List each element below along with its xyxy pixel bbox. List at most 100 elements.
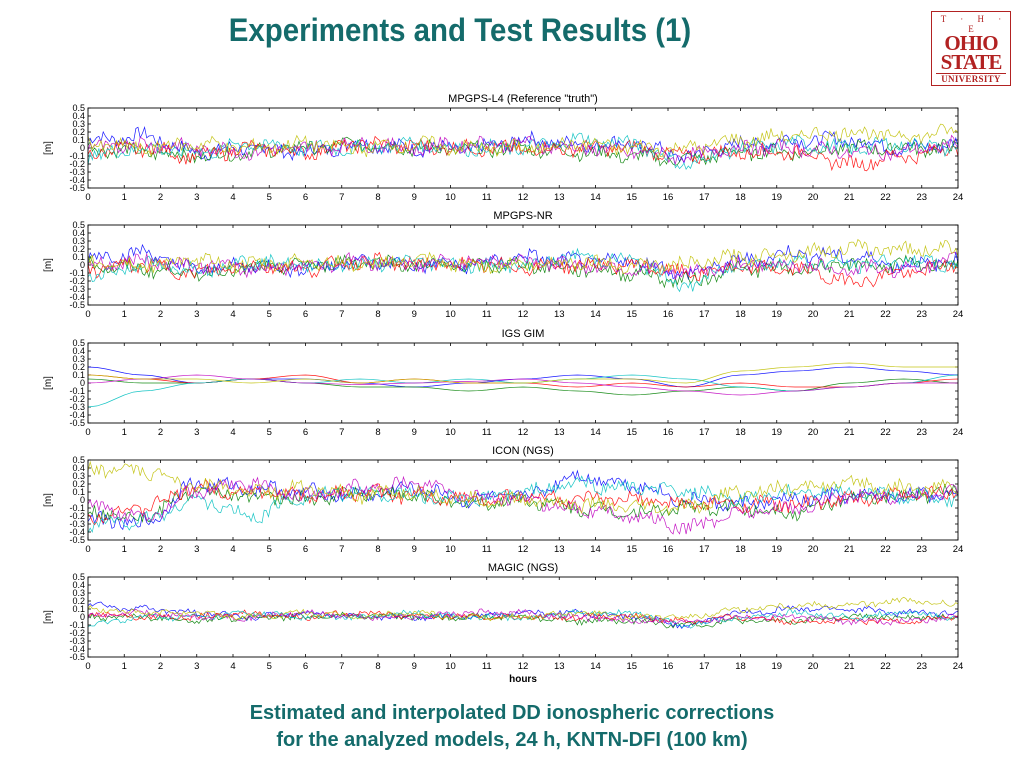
x-tick-label: 12 — [518, 192, 529, 203]
y-tick-label: 0.2 — [72, 596, 85, 606]
x-tick-label: 12 — [518, 661, 529, 672]
x-tick-label: 24 — [953, 427, 964, 438]
x-tick-label: 11 — [482, 661, 492, 672]
x-tick-label: 10 — [445, 661, 456, 672]
y-tick-label: 0 — [80, 143, 85, 153]
x-tick-label: 23 — [916, 544, 927, 555]
chart-title: MPGPS-L4 (Reference "truth") — [448, 93, 598, 105]
x-tick-label: 11 — [482, 309, 492, 320]
x-tick-label: 1 — [122, 427, 127, 438]
y-tick-label: -0.3 — [69, 167, 85, 177]
x-tick-label: 21 — [844, 309, 855, 320]
x-tick-label: 6 — [303, 192, 308, 203]
x-tick-label: 14 — [590, 661, 601, 672]
y-tick-label: -0.4 — [69, 292, 85, 302]
x-tick-label: 5 — [267, 661, 272, 672]
x-tick-label: 0 — [85, 192, 90, 203]
x-tick-label: 7 — [339, 309, 344, 320]
x-tick-label: 17 — [699, 661, 710, 672]
y-tick-label: 0.4 — [72, 111, 85, 121]
series-line-1 — [87, 483, 959, 523]
logo-university: UNIVERSITY — [936, 73, 1006, 84]
x-tick-label: 7 — [339, 544, 344, 555]
x-tick-label: 1 — [122, 192, 127, 203]
y-tick-label: -0.4 — [69, 527, 85, 537]
x-tick-label: 21 — [844, 544, 855, 555]
y-tick-label: -0.1 — [69, 151, 85, 161]
x-tick-label: 0 — [85, 544, 90, 555]
x-tick-label: 6 — [303, 544, 308, 555]
series-line-5 — [87, 362, 958, 384]
plot-frame — [87, 224, 959, 306]
ohio-state-logo: T · H · E OHIO STATE UNIVERSITY — [931, 11, 1011, 86]
x-tick-label: 8 — [375, 309, 380, 320]
x-tick-label: 1 — [122, 661, 127, 672]
chart-title: IGS GIM — [502, 328, 545, 340]
x-tick-label: 10 — [445, 544, 456, 555]
x-tick-label: 22 — [880, 309, 891, 320]
charts-figure: MPGPS-L4 (Reference "truth")[m]0.50.40.3… — [43, 93, 963, 685]
logo-ohio: OHIO — [944, 31, 998, 55]
y-tick-label: 0 — [80, 495, 85, 505]
series-line-5 — [87, 460, 959, 516]
chart-panel-2: IGS GIM[m]0.50.40.30.20.10-0.1-0.2-0.3-0… — [43, 328, 963, 438]
y-tick-label: 0.5 — [72, 338, 85, 348]
y-tick-label: -0.5 — [69, 183, 85, 193]
y-tick-label: -0.1 — [69, 268, 85, 278]
x-axis-label: hours — [509, 674, 537, 685]
y-tick-label: 0 — [80, 612, 85, 622]
logo-state: STATE — [940, 50, 1003, 74]
y-tick-label: -0.3 — [69, 519, 85, 529]
x-tick-label: 19 — [771, 544, 782, 555]
x-tick-label: 15 — [626, 192, 637, 203]
series-line-2 — [87, 251, 959, 288]
x-tick-label: 21 — [844, 661, 855, 672]
x-tick-label: 19 — [771, 427, 782, 438]
plot-frame — [87, 342, 959, 424]
y-tick-label: 0 — [80, 378, 85, 388]
y-axis-label: [m] — [43, 610, 54, 624]
series-line-0 — [87, 243, 959, 281]
x-tick-label: 19 — [771, 661, 782, 672]
slide-title: Experiments and Test Results (1) — [228, 12, 692, 48]
x-tick-label: 9 — [412, 427, 417, 438]
x-tick-label: 2 — [158, 427, 163, 438]
y-tick-label: 0.3 — [72, 354, 85, 364]
y-tick-label: 0.1 — [72, 604, 85, 614]
y-tick-label: -0.3 — [69, 402, 85, 412]
y-tick-label: -0.5 — [69, 535, 85, 545]
x-tick-label: 5 — [267, 544, 272, 555]
figure-caption: Estimated and interpolated DD ionospheri… — [0, 700, 1024, 754]
x-tick-label: 22 — [880, 544, 891, 555]
x-tick-label: 15 — [626, 544, 637, 555]
x-tick-label: 3 — [194, 427, 199, 438]
x-tick-label: 16 — [663, 661, 674, 672]
x-tick-label: 8 — [375, 427, 380, 438]
series-line-4 — [87, 374, 958, 396]
x-tick-label: 20 — [808, 661, 819, 672]
series-line-3 — [87, 132, 959, 170]
x-tick-label: 5 — [267, 427, 272, 438]
y-tick-label: 0.5 — [72, 572, 85, 582]
series-line-5 — [87, 596, 959, 622]
x-tick-label: 22 — [880, 427, 891, 438]
x-tick-label: 13 — [554, 427, 565, 438]
x-tick-label: 18 — [735, 309, 746, 320]
series-line-0 — [87, 125, 959, 165]
x-tick-label: 0 — [85, 427, 90, 438]
caption-line-2: for the analyzed models, 24 h, KNTN-DFI … — [276, 729, 748, 751]
y-tick-label: -0.2 — [69, 511, 85, 521]
x-tick-label: 13 — [554, 544, 565, 555]
y-tick-label: -0.2 — [69, 159, 85, 169]
x-tick-label: 2 — [158, 544, 163, 555]
x-tick-label: 12 — [518, 309, 529, 320]
y-tick-label: 0.1 — [72, 370, 85, 380]
x-tick-label: 9 — [412, 544, 417, 555]
y-tick-label: 0.4 — [72, 580, 85, 590]
y-tick-label: -0.1 — [69, 386, 85, 396]
x-tick-label: 3 — [194, 544, 199, 555]
plot-frame — [87, 576, 959, 658]
series-line-0 — [87, 366, 959, 388]
y-axis-label: [m] — [43, 493, 54, 507]
x-tick-label: 18 — [735, 544, 746, 555]
